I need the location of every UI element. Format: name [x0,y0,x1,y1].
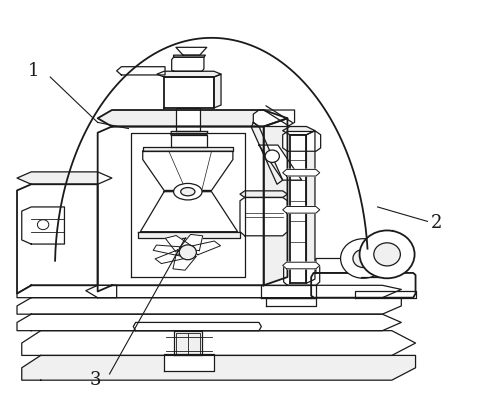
Ellipse shape [180,188,195,196]
Polygon shape [138,232,240,238]
Polygon shape [264,118,288,285]
Polygon shape [188,241,220,255]
Polygon shape [157,71,221,77]
Polygon shape [284,263,320,285]
Circle shape [265,150,279,163]
Polygon shape [252,122,283,184]
Polygon shape [97,127,264,291]
Polygon shape [171,131,208,135]
Polygon shape [311,273,416,298]
Polygon shape [22,355,416,380]
Polygon shape [22,331,416,355]
Text: 2: 2 [431,214,443,232]
Circle shape [179,245,196,260]
Polygon shape [165,235,194,252]
Polygon shape [283,131,321,151]
Polygon shape [140,192,238,232]
Polygon shape [283,169,320,176]
Circle shape [374,243,400,266]
Polygon shape [164,77,214,108]
Polygon shape [174,55,205,57]
Polygon shape [261,285,316,298]
Polygon shape [17,285,401,298]
Polygon shape [283,127,315,135]
Polygon shape [240,197,288,236]
Polygon shape [171,135,207,147]
Polygon shape [266,298,316,306]
Circle shape [37,220,49,229]
Polygon shape [143,151,233,191]
Polygon shape [153,245,185,256]
Polygon shape [174,331,202,355]
Polygon shape [179,234,203,251]
Polygon shape [117,67,165,75]
Polygon shape [131,133,245,277]
Polygon shape [86,285,117,298]
Text: 3: 3 [90,371,101,389]
Polygon shape [173,254,196,270]
Polygon shape [283,206,320,213]
Polygon shape [176,108,200,131]
Polygon shape [172,57,204,71]
Polygon shape [17,184,97,293]
Text: 1: 1 [28,62,39,80]
Polygon shape [17,298,401,314]
Polygon shape [253,110,295,127]
Polygon shape [316,258,411,273]
Polygon shape [176,47,207,55]
Polygon shape [17,172,112,184]
Polygon shape [259,145,301,180]
Polygon shape [155,250,188,264]
Polygon shape [164,354,214,371]
Polygon shape [290,135,306,283]
Polygon shape [306,131,315,283]
Polygon shape [355,291,416,298]
Polygon shape [176,333,200,354]
Ellipse shape [174,184,202,200]
Polygon shape [283,262,320,269]
Polygon shape [22,207,64,244]
Polygon shape [97,110,288,127]
Polygon shape [214,74,221,108]
Polygon shape [143,147,233,151]
Circle shape [360,230,415,278]
Polygon shape [17,314,401,331]
Polygon shape [133,322,261,331]
Circle shape [353,250,374,268]
Circle shape [341,239,386,278]
Polygon shape [240,191,288,197]
